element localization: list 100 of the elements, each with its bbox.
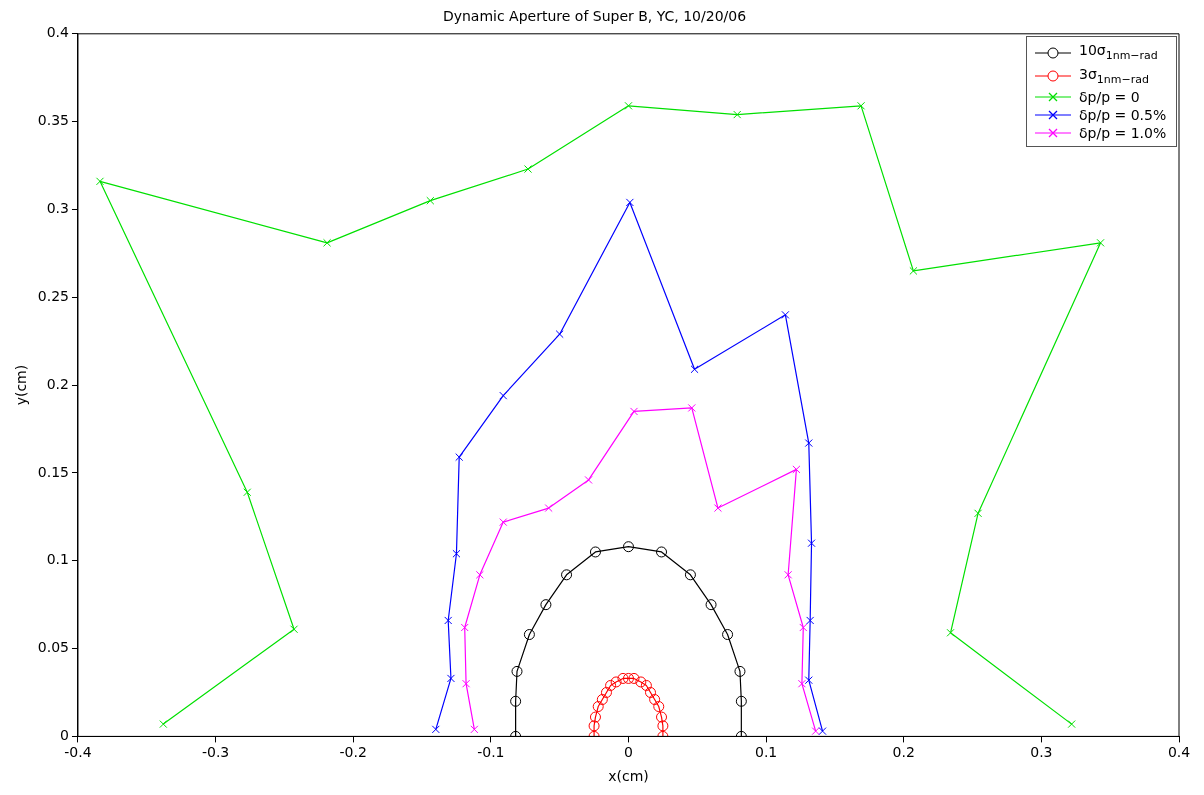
point (735, 695, 747, 707)
point (555, 330, 564, 339)
point (734, 665, 746, 677)
y-tick-label: 0.05 (37, 639, 69, 656)
point (589, 711, 601, 723)
point (624, 101, 633, 110)
point (431, 725, 440, 734)
point (592, 701, 604, 713)
point (857, 101, 866, 110)
point (807, 539, 816, 548)
point (656, 711, 668, 723)
point (818, 727, 827, 736)
x-tick-label: -0.4 (64, 744, 92, 761)
y-tick-label: 0 (60, 727, 69, 744)
chart-title: Dynamic Aperture of Super B, YC, 10/20/06 (442, 8, 747, 25)
point (653, 701, 665, 713)
point (446, 674, 455, 683)
legend-label: 10σ$_{1nm−rad}$ (1079, 40, 1158, 64)
point (510, 695, 522, 707)
point (622, 672, 634, 684)
point (159, 720, 168, 729)
point (635, 676, 647, 688)
point (540, 599, 552, 611)
y-axis-title: y(cm) (13, 364, 30, 406)
point (600, 686, 612, 698)
point (687, 403, 696, 412)
x-tick-label: 0.3 (1030, 744, 1053, 761)
point (629, 407, 639, 416)
point (946, 628, 955, 637)
point (645, 686, 657, 698)
point (460, 623, 469, 632)
x-tick-label: 0 (624, 744, 633, 761)
point (323, 238, 332, 247)
point (781, 310, 790, 319)
point (799, 623, 808, 632)
point (806, 616, 815, 625)
point (455, 453, 464, 462)
point (605, 679, 617, 691)
x-axis-title: x(cm) (608, 768, 649, 785)
point (470, 725, 479, 734)
legend-label: δp/p = 0 (1079, 88, 1140, 107)
point (909, 266, 918, 275)
y-tick-label: 0.1 (46, 551, 69, 568)
point (243, 488, 252, 497)
point (523, 629, 535, 641)
point (1067, 720, 1076, 729)
point (462, 679, 471, 688)
point (811, 727, 820, 736)
x-tick-label: 0.1 (754, 744, 778, 761)
point (797, 679, 806, 688)
x-tick-label: 0.4 (1167, 744, 1191, 761)
point (974, 509, 983, 518)
point (804, 676, 813, 685)
x-tick-label: 0.2 (892, 744, 915, 761)
point (690, 365, 699, 374)
point (95, 177, 105, 186)
point (475, 570, 484, 579)
point (290, 625, 299, 634)
point (426, 196, 435, 205)
point (792, 465, 801, 474)
legend-label: δp/p = 1.0% (1079, 124, 1167, 143)
point (625, 198, 634, 207)
point (804, 439, 813, 448)
point (733, 110, 742, 119)
point (628, 672, 640, 684)
y-tick-label: 0.3 (46, 200, 69, 217)
point (596, 694, 608, 706)
y-tick-label: 0.2 (46, 375, 69, 392)
point (523, 165, 533, 174)
point (1096, 238, 1105, 247)
x-tick-label: -0.3 (201, 744, 230, 761)
point (610, 676, 622, 688)
point (649, 694, 661, 706)
legend-label: δp/p = 0.5% (1079, 106, 1167, 125)
x-tick-label: -0.1 (477, 744, 505, 761)
point (684, 569, 696, 581)
point (499, 391, 508, 400)
point (784, 570, 793, 579)
point (622, 541, 634, 553)
point (657, 720, 669, 732)
point (617, 672, 629, 684)
point (511, 665, 523, 677)
point (656, 546, 668, 558)
point (722, 629, 734, 641)
point (588, 720, 600, 732)
legend-label: 3σ$_{1nm−rad}$ (1079, 64, 1149, 88)
point (452, 549, 461, 558)
y-tick-label: 0.4 (46, 24, 70, 41)
point (584, 475, 593, 484)
y-tick-label: 0.25 (37, 287, 69, 304)
point (444, 616, 453, 625)
point (561, 569, 573, 581)
y-tick-label: 0.35 (37, 112, 69, 129)
point (640, 679, 652, 691)
point (499, 518, 508, 527)
point (705, 599, 717, 611)
y-tick-label: 0.15 (37, 463, 69, 480)
point (713, 504, 722, 513)
point (544, 504, 553, 513)
x-tick-label: -0.2 (339, 744, 367, 761)
